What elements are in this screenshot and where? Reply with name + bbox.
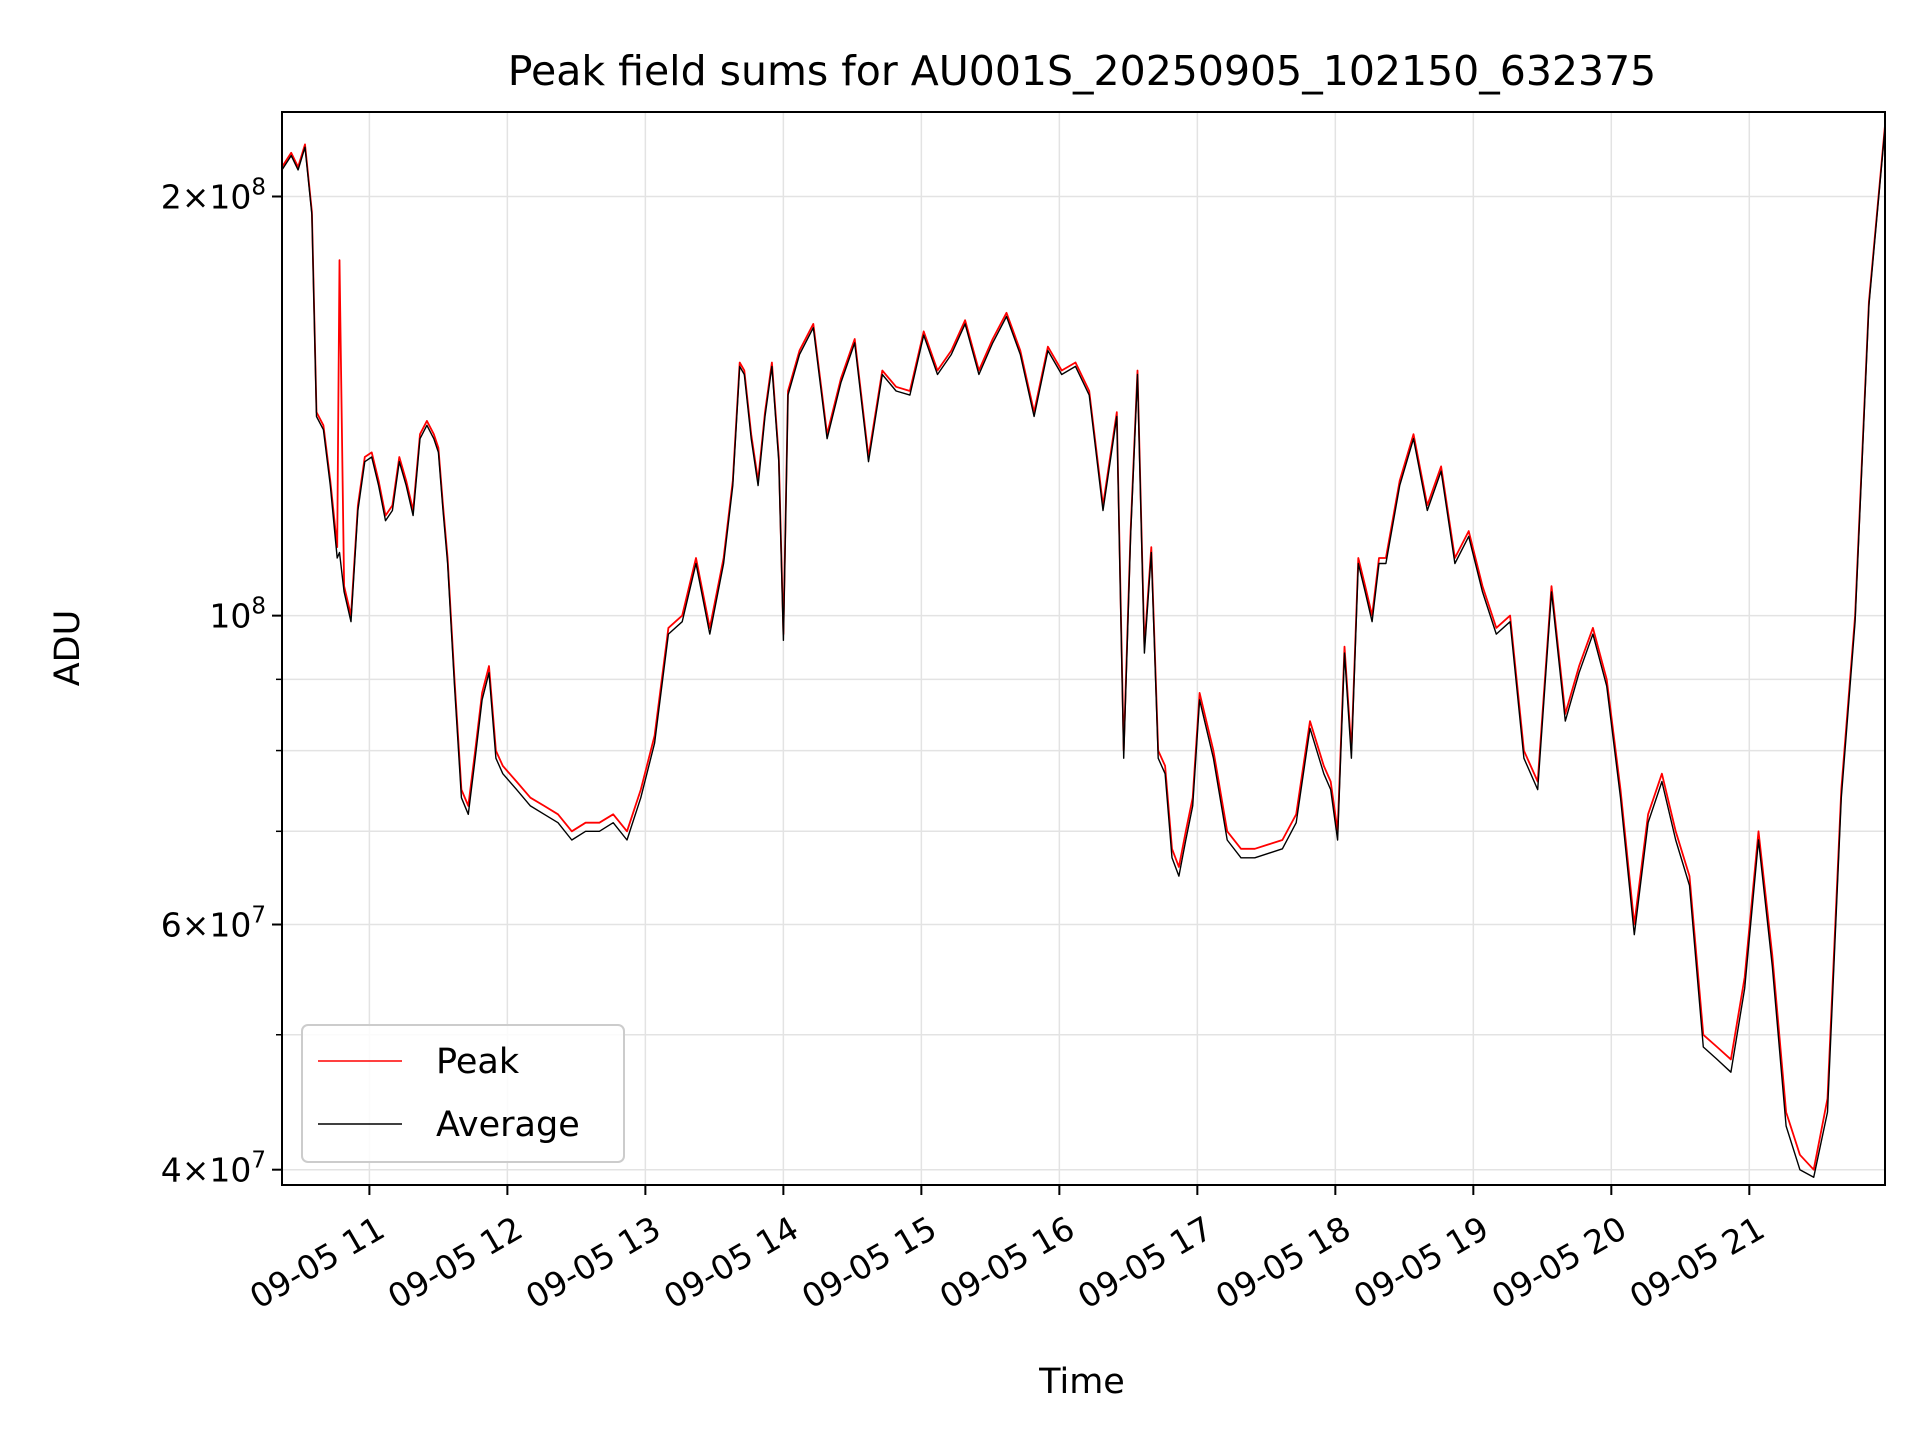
y-tick-label: 6×107 — [161, 903, 266, 945]
legend-box — [301, 1024, 625, 1163]
series-lines — [281, 125, 1886, 1179]
chart-title: Peak field sums for AU001S_20250905_1021… — [508, 47, 1657, 95]
legend-label-average: Average — [436, 1105, 580, 1145]
y-axis-title: ADU — [48, 610, 88, 687]
x-axis-title: Time — [1038, 1362, 1125, 1402]
plot-frame — [281, 111, 1886, 1186]
y-tick-label: 2×108 — [161, 175, 266, 217]
grid — [282, 112, 1885, 1185]
legend-label-peak: Peak — [436, 1042, 520, 1082]
y-axis: 4×107 6×107 108 2×108 — [161, 175, 282, 1190]
series-line-average — [281, 127, 1886, 1179]
legend: Peak Average — [301, 1024, 625, 1163]
y-tick-label: 108 — [209, 594, 266, 636]
y-tick-label: 4×107 — [161, 1148, 266, 1190]
